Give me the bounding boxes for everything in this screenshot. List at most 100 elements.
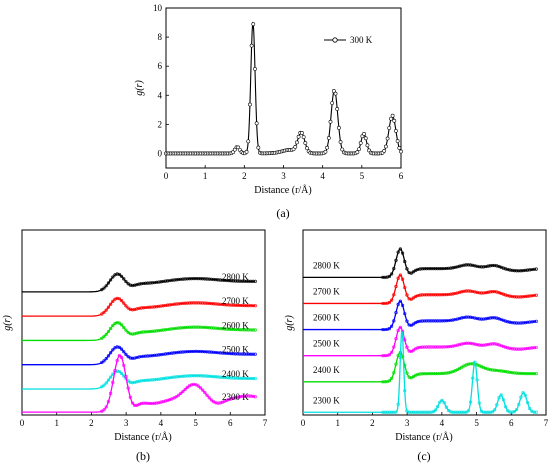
panel-b-series-2600k-point — [124, 328, 128, 332]
panel-b-series-2300k-point — [113, 368, 117, 373]
panel-b-series: 2800 K 2700 K 2600 K 2500 K 2400 K 2300 K — [22, 272, 257, 413]
panel-b-series-2800k-point — [181, 277, 185, 281]
panel-c-series-2600k-point — [407, 323, 411, 327]
panel-b-series-2500k-point — [135, 355, 139, 360]
series-300k-point — [382, 148, 387, 153]
panel-b-series-2300k-point — [247, 394, 251, 398]
panel-c-series-2700k-point — [416, 293, 420, 298]
panel-b-series-2400k-point — [135, 380, 139, 384]
panel-b-series-2800k-point — [179, 277, 183, 281]
panel-b-series-2400k-point — [236, 376, 240, 380]
panel-b-series-2600k-point — [251, 328, 255, 332]
panel-b-series-2300k-point — [209, 398, 214, 402]
panel-b-series-2500k-point — [176, 350, 181, 354]
series-300k-point — [394, 128, 398, 133]
panel-b-series-2400k-point — [183, 374, 187, 378]
panel-c-series-2500k-point — [475, 343, 479, 347]
panel-b-series-2400k-point — [168, 376, 172, 380]
panel-b-series-2300k-point — [139, 401, 143, 406]
panel-c-series-2300k-point — [512, 410, 516, 414]
panel-b-series-2600k-point — [185, 325, 189, 329]
panel-b-series-2800k-point — [135, 283, 139, 287]
panel-b-series-2700k-point — [135, 307, 139, 311]
series-300k-point — [323, 149, 328, 154]
panel-b-series-2500k-point — [231, 352, 235, 356]
panel-c-series-2600k-point — [429, 319, 433, 323]
series-300k-point — [362, 132, 366, 136]
panel-c-xtick-label: 1 — [335, 418, 340, 428]
panel-b-series-2500k-point — [201, 349, 205, 354]
panel-b-series-2700k-point — [106, 305, 111, 309]
panel-c-series-2600k-point — [530, 320, 534, 324]
panel-b-series-2300k-point — [203, 391, 207, 395]
panel-b-series-2400k-point — [150, 378, 154, 382]
panel-b-series-2700k-point — [152, 305, 157, 309]
panel-b-series-2500k-point — [166, 352, 170, 356]
panel-b-series-2800k-point — [225, 278, 229, 283]
panel-c-series-2400k-point — [512, 371, 516, 375]
panel-c-series-2400k-point — [420, 372, 424, 376]
panel-c-series-2500k-point — [486, 342, 490, 347]
panel-c-series-2800k-point — [427, 267, 431, 271]
panel-c-series-2500k-point — [514, 347, 519, 351]
series-300k-point — [336, 125, 341, 130]
panel-b-series-2500k-point — [203, 350, 207, 354]
panel-b-series-2700k-point — [100, 312, 104, 316]
panel-c-series-2300k-point — [429, 410, 433, 414]
panel-c-series-2500k-point — [488, 342, 492, 346]
panel-b-series-2300k-point — [207, 396, 211, 400]
panel-c-series-2700k-point — [394, 284, 398, 289]
panel-c-series-2500k-point — [427, 345, 431, 349]
panel-b-series-2500k-point — [218, 351, 222, 355]
panel-b-series-2700k-point — [146, 305, 150, 309]
panel-b-series-2300k-point — [253, 395, 257, 399]
panel-c-series-2700k-point — [422, 293, 427, 297]
panel-c-series-2700k-point — [464, 289, 468, 293]
series-300k-point — [296, 134, 301, 139]
panel-c-series-2300k-point — [528, 406, 532, 411]
panel-c-series-2400k-point — [525, 372, 530, 376]
panel-c-series-2600k-point — [525, 320, 530, 324]
panel-c-xtick-label: 6 — [509, 418, 514, 428]
panel-c-series-2700k-point — [390, 298, 394, 302]
panel-c-series-2300k-point — [420, 410, 424, 414]
panel-b-series-2600k-point — [253, 328, 257, 332]
panel-b-series-2600k-point — [247, 328, 251, 332]
panel-b-series-2400k-point — [181, 374, 185, 378]
panel-b-series-2600k-point — [148, 329, 152, 334]
panel-b-series-2600k-point — [244, 328, 249, 332]
panel-c-series-2800k-point — [442, 266, 446, 271]
panel-c-series-2300k-point — [383, 410, 387, 414]
panel-b-series-2700k-point — [196, 301, 200, 305]
panel-b-series-2400k-point — [174, 375, 178, 379]
panel-c-series-2400k-point — [519, 371, 523, 376]
panel-c-series-2700k-point — [387, 300, 392, 305]
panel-a-ytick-label: 8 — [158, 32, 163, 42]
panel-c-series-2800k-point — [431, 267, 435, 271]
series-300k-point — [387, 126, 392, 130]
series-300k-point — [328, 119, 333, 124]
panel-c-series-2800k-point — [420, 267, 424, 271]
panel-b-series-2800k-point — [122, 277, 126, 281]
panel-b-xtick-label: 2 — [89, 418, 94, 428]
panel-c-series-2500k-point — [473, 342, 477, 346]
panel-c-series-2800k-point — [433, 267, 438, 271]
panel-b-series-2600k-point — [174, 326, 178, 330]
panel-b-series-2700k-point — [179, 301, 183, 306]
panel-c-series-2400k-point — [521, 371, 525, 376]
panel-c-series-2300k-point — [425, 410, 429, 414]
panel-b-series-2600k-point — [111, 324, 115, 328]
panel-c-series-2800k-line — [303, 248, 537, 278]
panel-a-xtick-label: 5 — [360, 171, 365, 181]
series-300k-point — [399, 149, 403, 154]
panel-c-series-2500k-point — [425, 345, 429, 349]
panel-c-series-2500k-point — [512, 347, 516, 351]
panel-b-series-2300k-point — [141, 401, 146, 405]
panel-a-xtick-label: 3 — [281, 171, 286, 181]
panel-c-series-2600k-point — [514, 321, 519, 325]
series-300k-point — [251, 22, 256, 27]
panel-b-series-2600k-point — [196, 325, 200, 329]
panel-c-series-2800k-point — [466, 263, 470, 267]
panel-a-ylabel: g(r) — [134, 80, 145, 96]
panel-c-series-2500k-point — [394, 337, 398, 341]
